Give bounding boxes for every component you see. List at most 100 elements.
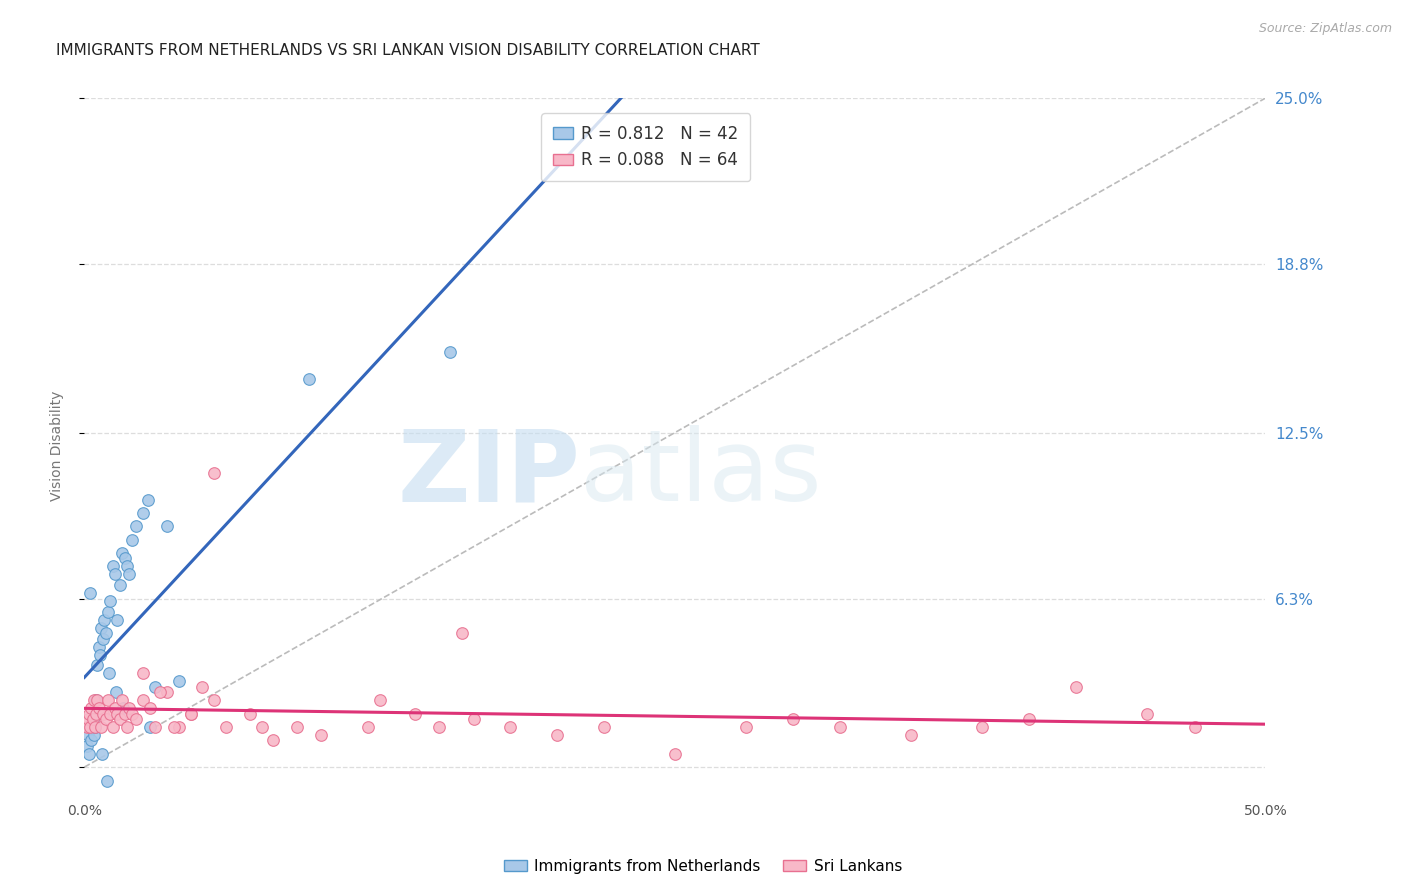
Y-axis label: Vision Disability: Vision Disability — [49, 391, 63, 501]
Point — [285, 720, 308, 734]
Text: ZIP: ZIP — [398, 425, 581, 523]
Point — [139, 701, 162, 715]
Point — [309, 728, 332, 742]
Point — [80, 733, 103, 747]
Point — [84, 720, 107, 734]
Text: Source: ZipAtlas.com: Source: ZipAtlas.com — [1258, 22, 1392, 36]
Point — [121, 706, 143, 721]
Point — [180, 706, 202, 721]
Point — [115, 559, 138, 574]
Point — [98, 666, 121, 681]
Legend: Immigrants from Netherlands, Sri Lankans: Immigrants from Netherlands, Sri Lankans — [498, 853, 908, 880]
Point — [118, 701, 141, 715]
Point — [782, 712, 804, 726]
Point — [143, 680, 166, 694]
Point — [104, 701, 127, 715]
Point — [546, 728, 568, 742]
Point — [404, 706, 426, 721]
Point — [1066, 680, 1088, 694]
Point — [91, 747, 114, 761]
Point — [77, 747, 100, 761]
Point — [108, 712, 131, 726]
Point — [121, 533, 143, 547]
Point — [664, 747, 686, 761]
Point — [132, 693, 155, 707]
Point — [91, 706, 114, 721]
Point — [298, 372, 321, 386]
Point — [498, 720, 520, 734]
Point — [98, 706, 121, 721]
Point — [90, 621, 112, 635]
Point — [132, 666, 155, 681]
Point — [77, 706, 100, 721]
Point — [98, 594, 121, 608]
Point — [900, 728, 922, 742]
Point — [111, 546, 134, 560]
Point — [156, 519, 179, 533]
Point — [79, 586, 101, 600]
Point — [163, 720, 186, 734]
Point — [368, 693, 391, 707]
Point — [439, 345, 461, 359]
Point — [114, 706, 136, 721]
Point — [86, 658, 108, 673]
Point — [80, 701, 103, 715]
Point — [156, 685, 179, 699]
Point — [104, 567, 127, 582]
Point — [830, 720, 852, 734]
Point — [93, 613, 115, 627]
Legend: R = 0.812   N = 42, R = 0.088   N = 64: R = 0.812 N = 42, R = 0.088 N = 64 — [541, 113, 751, 181]
Point — [84, 720, 107, 734]
Point — [79, 720, 101, 734]
Point — [101, 559, 124, 574]
Point — [250, 720, 273, 734]
Point — [77, 712, 100, 726]
Point — [97, 605, 120, 619]
Point — [734, 720, 756, 734]
Point — [357, 720, 380, 734]
Point — [115, 720, 138, 734]
Point — [1136, 706, 1159, 721]
Point — [86, 693, 108, 707]
Point — [76, 739, 98, 753]
Point — [239, 706, 262, 721]
Point — [77, 728, 100, 742]
Point — [1018, 712, 1040, 726]
Point — [970, 720, 993, 734]
Point — [202, 466, 225, 480]
Point — [82, 712, 104, 726]
Point — [90, 720, 112, 734]
Point — [118, 567, 141, 582]
Point — [125, 712, 148, 726]
Point — [87, 640, 110, 654]
Point — [76, 720, 98, 734]
Point — [149, 685, 172, 699]
Point — [105, 685, 128, 699]
Point — [94, 712, 117, 726]
Point — [143, 720, 166, 734]
Point — [593, 720, 616, 734]
Point — [89, 648, 111, 662]
Point — [83, 728, 105, 742]
Point — [79, 720, 101, 734]
Point — [112, 701, 135, 715]
Point — [83, 693, 105, 707]
Point — [84, 706, 107, 721]
Point — [132, 506, 155, 520]
Point — [87, 701, 110, 715]
Point — [215, 720, 238, 734]
Point — [202, 693, 225, 707]
Point — [107, 706, 129, 721]
Point — [107, 613, 129, 627]
Point — [463, 712, 485, 726]
Text: IMMIGRANTS FROM NETHERLANDS VS SRI LANKAN VISION DISABILITY CORRELATION CHART: IMMIGRANTS FROM NETHERLANDS VS SRI LANKA… — [56, 43, 761, 58]
Point — [91, 632, 114, 646]
Point — [262, 733, 284, 747]
Point — [1184, 720, 1206, 734]
Point — [84, 693, 107, 707]
Point — [167, 674, 190, 689]
Point — [94, 626, 117, 640]
Point — [180, 706, 202, 721]
Point — [451, 626, 474, 640]
Point — [136, 492, 159, 507]
